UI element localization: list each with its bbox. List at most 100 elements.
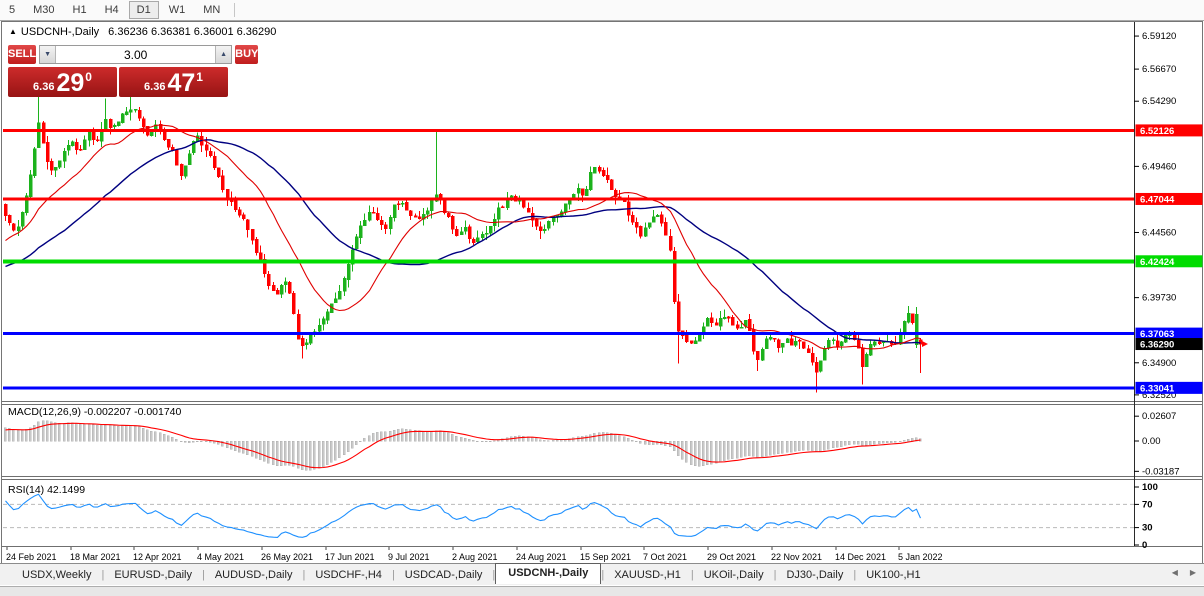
- tab-uk100-h1[interactable]: UK100-,H1: [866, 568, 921, 581]
- volume-decrease-icon[interactable]: ▼: [40, 46, 57, 63]
- macd-axis-label: 0.00: [1142, 436, 1161, 447]
- timeframe-button-5[interactable]: 5: [9, 4, 16, 16]
- tab-separator: |: [492, 568, 496, 581]
- tab-usdcnh-daily[interactable]: USDCNH-,Daily: [495, 563, 602, 584]
- ohlc-values: 6.36236 6.36381 6.36001 6.36290: [108, 26, 277, 38]
- buy-price-pips: 47: [167, 69, 196, 97]
- date-label: 26 May 2021: [261, 552, 313, 562]
- price-tag: [1135, 192, 1203, 205]
- tab-separator: |: [690, 568, 694, 581]
- date-axis: 24 Feb 2021 18 Mar 2021 12 Apr 2021 4 May 2…: [6, 547, 943, 562]
- date-label: 7 Oct 2021: [643, 552, 687, 562]
- date-label: 9 Jul 2021: [388, 552, 430, 562]
- symbol-period-label: USDCNH-,Daily: [20, 26, 100, 38]
- date-label: 29 Oct 2021: [707, 552, 756, 562]
- axis-tick-label: 6.49460: [1142, 161, 1176, 172]
- tab-ukoil-daily[interactable]: UKOil-,Daily: [703, 568, 764, 581]
- timeframe-button-m30[interactable]: M30: [33, 4, 55, 16]
- tab-separator: |: [853, 568, 857, 581]
- tab-scroll-arrows: ◀ ▶: [1172, 568, 1196, 577]
- sell-price-base: 6.36: [33, 81, 55, 93]
- price-axis: 6.59120 6.56670 6.54290 6.49460 6.44560 6.397…: [1134, 31, 1203, 401]
- price-tag-label: 6.52126: [1140, 126, 1174, 137]
- macd-signal-line: [5, 422, 921, 469]
- last-price-arrow-icon: [922, 341, 928, 348]
- macd-histogram: [3, 420, 922, 471]
- sell-price-point: 0: [85, 70, 92, 84]
- tab-dj30-daily[interactable]: DJ30-,Daily: [786, 568, 844, 581]
- rsi-indicator-label: RSI(14) 42.1499: [8, 484, 85, 496]
- sell-price-pips: 29: [56, 69, 85, 97]
- rsi-axis-label: 0: [1142, 540, 1147, 551]
- macd-axis-label: 0.02607: [1142, 411, 1176, 422]
- rsi-axis-label: 100: [1142, 482, 1158, 493]
- macd-indicator-label: MACD(12,26,9) -0.002207 -0.001740: [8, 406, 182, 418]
- timeframe-toolbar: 5 M30 H1 H4 D1 W1 MN: [0, 0, 1204, 21]
- date-label: 22 Nov 2021: [771, 552, 822, 562]
- date-label: 2 Aug 2021: [452, 552, 498, 562]
- timeframe-button-d1[interactable]: D1: [128, 1, 159, 19]
- tab-scroll-right-icon[interactable]: ▶: [1189, 568, 1196, 577]
- date-label: 18 Mar 2021: [70, 552, 121, 562]
- rsi-axis-label: 30: [1142, 523, 1153, 534]
- tab-separator: |: [601, 568, 605, 581]
- tab-separator: |: [391, 568, 395, 581]
- date-label: 24 Feb 2021: [6, 552, 57, 562]
- date-label: 17 Jun 2021: [325, 552, 375, 562]
- volume-input[interactable]: [56, 46, 216, 63]
- price-tag: [1135, 338, 1203, 351]
- date-label: 5 Jan 2022: [898, 552, 943, 562]
- price-tag: [1135, 327, 1203, 340]
- price-tag: [1135, 381, 1203, 394]
- axis-tick-label: 6.32520: [1142, 390, 1176, 401]
- date-label: 14 Dec 2021: [835, 552, 886, 562]
- axis-tick-label: 6.54290: [1142, 96, 1176, 107]
- collapse-arrow-icon[interactable]: ▲: [9, 27, 17, 36]
- timeframe-button-h1[interactable]: H1: [72, 4, 87, 16]
- tab-separator: |: [302, 568, 306, 581]
- rsi-axis-label: 70: [1142, 499, 1153, 510]
- chart-tabs-bar: USDX,Weekly | EURUSD-,Daily | AUDUSD-,Daily |…: [0, 563, 1204, 585]
- tab-eurusd-daily[interactable]: EURUSD-,Daily: [114, 568, 192, 581]
- toolbar-separator: [234, 3, 236, 17]
- rsi-line: [5, 493, 922, 538]
- date-label: 15 Sep 2021: [580, 552, 631, 562]
- tab-usdx-weekly[interactable]: USDX,Weekly: [22, 568, 92, 581]
- sell-button[interactable]: SELL: [8, 45, 37, 64]
- price-tag-label: 6.37063: [1140, 329, 1174, 340]
- buy-price-point: 1: [196, 70, 203, 84]
- price-tag-label: 6.42424: [1140, 257, 1175, 268]
- volume-increase-icon[interactable]: ▲: [215, 46, 232, 63]
- tab-usdcad-daily[interactable]: USDCAD-,Daily: [404, 568, 483, 581]
- volume-spinner: ▼ ▲: [39, 45, 233, 64]
- axis-tick-label: 6.34900: [1142, 358, 1176, 369]
- buy-price-panel[interactable]: 6.36 47 1: [119, 67, 228, 97]
- timeframe-button-h4[interactable]: H4: [104, 4, 119, 16]
- sell-price-panel[interactable]: 6.36 29 0: [8, 67, 117, 97]
- buy-button[interactable]: BUY: [235, 45, 259, 64]
- axis-tick-label: 6.44560: [1142, 227, 1176, 238]
- price-tag-label: 6.36290: [1140, 340, 1174, 351]
- axis-tick-label: 6.39730: [1142, 293, 1176, 304]
- timeframe-button-mn[interactable]: MN: [203, 4, 221, 16]
- axis-tick-label: 6.56670: [1142, 64, 1176, 75]
- status-bar: [0, 586, 1204, 596]
- price-tag: [1135, 255, 1203, 268]
- date-label: 12 Apr 2021: [133, 552, 182, 562]
- trade-prices-row: 6.36 29 0 6.36 47 1: [8, 67, 228, 97]
- tab-separator: |: [773, 568, 777, 581]
- tab-xauusd-h1[interactable]: XAUUSD-,H1: [614, 568, 681, 581]
- chart-title: ▲ USDCNH-,Daily 6.36236 6.36381 6.36001 6.…: [9, 26, 276, 38]
- ma-fast-line: [5, 124, 921, 350]
- tab-separator: |: [101, 568, 105, 581]
- price-tag: [1135, 124, 1203, 137]
- price-tag-label: 6.47044: [1140, 194, 1175, 205]
- tab-usdchf-h4[interactable]: USDCHF-,H4: [315, 568, 382, 581]
- timeframe-button-w1[interactable]: W1: [168, 4, 186, 16]
- tab-separator: |: [201, 568, 205, 581]
- tab-scroll-left-icon[interactable]: ◀: [1171, 568, 1178, 577]
- date-label: 4 May 2021: [197, 552, 244, 562]
- tab-audusd-daily[interactable]: AUDUSD-,Daily: [214, 568, 293, 581]
- price-tag-label: 6.33041: [1140, 383, 1175, 394]
